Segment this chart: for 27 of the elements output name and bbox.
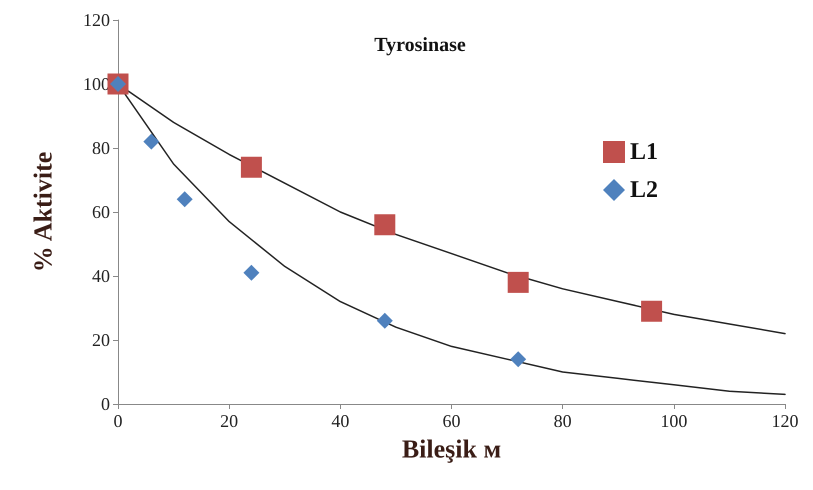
point	[243, 264, 260, 281]
point	[374, 214, 396, 236]
y-tick-label: 0	[101, 394, 110, 414]
point	[376, 312, 393, 329]
x-axis-title: Bileşik м	[402, 434, 502, 464]
y-tick-label: 80	[92, 138, 110, 158]
x-tick-label: 80	[554, 411, 572, 431]
point	[508, 272, 529, 293]
x-tick-label: 120	[772, 411, 798, 431]
x-tick-label: 100	[660, 411, 688, 431]
point	[641, 300, 662, 322]
legend-label: L2	[630, 177, 658, 203]
y-tick-label: 20	[92, 330, 110, 350]
y-axis-title: % Aktivite	[28, 152, 58, 272]
point	[143, 134, 160, 150]
y-tick-label: 120	[83, 10, 110, 30]
text: Tyrosinase	[374, 34, 466, 56]
legend-label: L1	[630, 139, 658, 165]
point	[240, 156, 262, 178]
x-tick-label: 20	[220, 411, 238, 431]
y-tick-label: 60	[92, 202, 110, 222]
x-tick-label: 40	[331, 411, 350, 431]
x-tick-label: 0	[114, 411, 122, 431]
point	[510, 351, 526, 368]
y-tick-label: 40	[92, 266, 110, 286]
x-tick-label: 60	[442, 411, 460, 431]
point	[176, 191, 193, 208]
